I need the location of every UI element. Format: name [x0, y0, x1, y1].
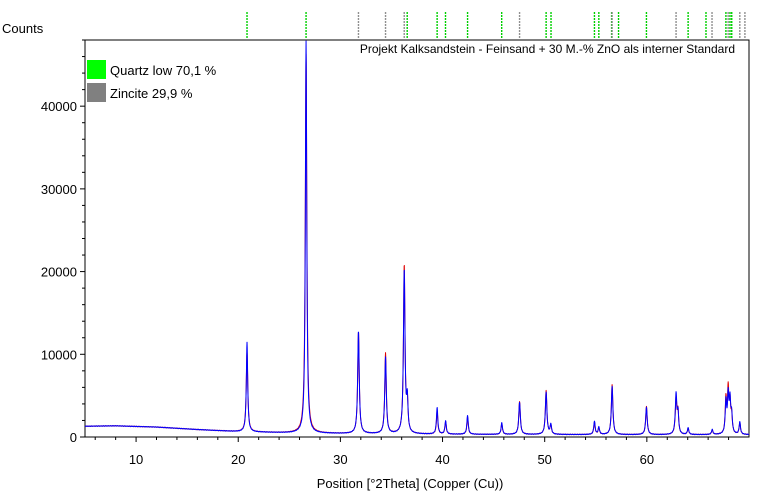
legend-label-quartz: Quartz low 70,1 %	[110, 63, 217, 78]
pattern-trace	[84, 53, 750, 436]
series-layer	[84, 40, 750, 436]
legend-label-zincite: Zincite 29,9 %	[110, 86, 193, 101]
y-tick-label: 0	[70, 430, 77, 445]
legend-swatch-zincite	[87, 83, 106, 102]
x-axis: 10 20 30 40 50 60	[94, 437, 730, 467]
x-tick-label: 40	[435, 452, 449, 467]
legend: Quartz low 70,1 % Zincite 29,9 %	[87, 60, 217, 102]
x-tick-label: 20	[231, 452, 245, 467]
x-tick-label: 50	[537, 452, 551, 467]
x-tick-label: 60	[640, 452, 654, 467]
pattern-trace	[84, 40, 750, 436]
y-tick-label: 30000	[41, 182, 77, 197]
chart-title: Projekt Kalksandstein - Feinsand + 30 M.…	[360, 42, 735, 56]
x-tick-label: 30	[333, 452, 347, 467]
y-tick-label: 20000	[41, 265, 77, 280]
y-axis-label: Counts	[2, 21, 44, 36]
legend-swatch-quartz	[87, 60, 106, 79]
y-axis: 0 10000 20000 30000 40000	[41, 39, 85, 445]
y-tick-label: 10000	[41, 347, 77, 362]
y-tick-label: 40000	[41, 99, 77, 114]
x-tick-label: 10	[129, 452, 143, 467]
reference-markers	[246, 12, 746, 38]
x-axis-label: Position [°2Theta] (Copper (Cu))	[317, 476, 504, 491]
